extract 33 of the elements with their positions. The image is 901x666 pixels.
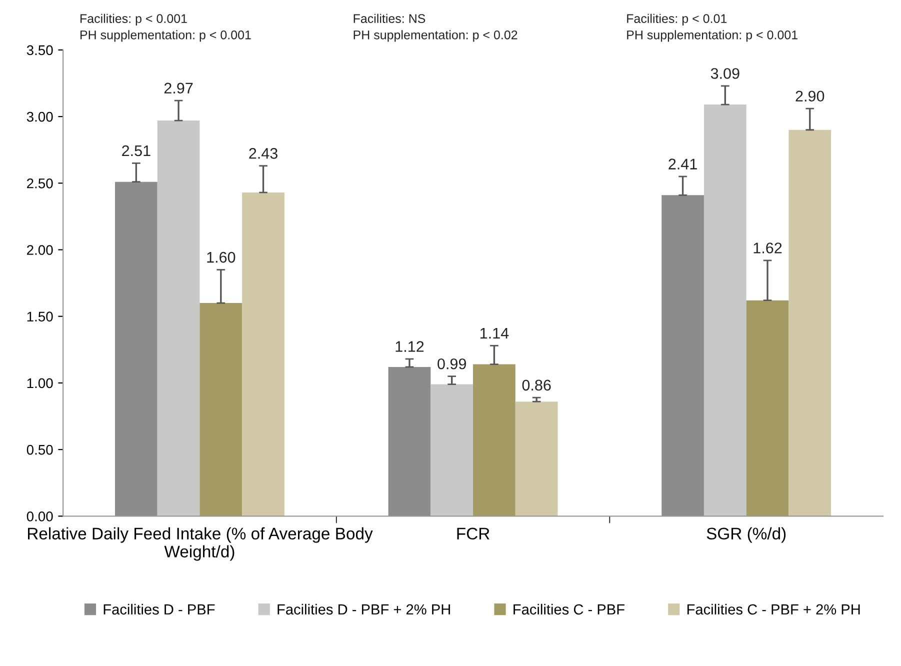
data-label: 0.86 (522, 380, 551, 391)
y-tick-label: 2.00 (27, 245, 53, 255)
legend-label: Facilities C - PBF + 2% PH (687, 604, 860, 615)
text: PH supplementation: p < 0.001 (627, 30, 798, 42)
legend-label: Facilities D - PBF (104, 604, 215, 615)
y-tick-label: 1.50 (27, 312, 53, 322)
text: Facilities: NS (354, 14, 426, 23)
data-label: 2.41 (668, 158, 697, 170)
text: Facilities: p < 0.001 (80, 14, 187, 26)
data-label: 2.97 (164, 82, 193, 94)
y-tick-label: 3.50 (26, 45, 53, 56)
y-tick-label: 0.50 (26, 444, 53, 455)
data-label: 1.14 (480, 328, 509, 338)
data-label: 1.12 (396, 341, 424, 352)
data-label: 1.62 (754, 242, 782, 254)
x-tick-label: Relative Daily Feed Intake (% of Average Body Weight/d) (28, 527, 373, 561)
data-label: 2.43 (249, 148, 278, 159)
y-tick-label: 3.00 (26, 112, 53, 122)
data-label: 0.99 (438, 358, 466, 370)
text: PH supplementation: p < 0.001 (80, 30, 251, 42)
y-tick-label: 0.00 (26, 511, 53, 522)
text: Facilities: p < 0.01 (627, 14, 727, 26)
data-label: 2.90 (796, 90, 824, 102)
y-tick-label: 2.50 (27, 178, 53, 188)
text: PH supplementation: p < 0.02 (354, 30, 518, 42)
x-tick-label: SGR (%/d) (706, 527, 786, 543)
legend-label: Facilities D - PBF + 2% PH (278, 604, 450, 615)
data-label: 1.60 (207, 252, 236, 263)
y-tick-label: 1.00 (27, 378, 53, 388)
data-label: 2.51 (122, 145, 150, 156)
legend-label: Facilities C - PBF (514, 604, 624, 615)
data-label: 3.09 (710, 68, 740, 79)
x-tick-label: FCR (457, 528, 490, 540)
